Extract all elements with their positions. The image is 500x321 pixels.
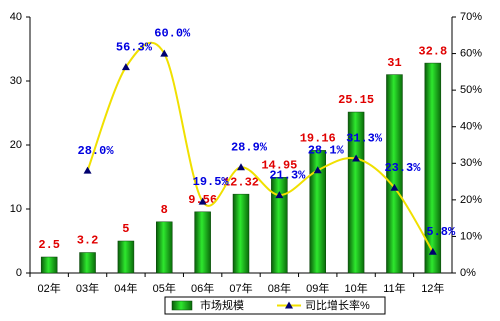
x-tick-label: 02年 [38, 281, 61, 295]
y-tick-label: 20 [10, 139, 22, 151]
line-value-label: 31.3% [346, 132, 383, 146]
bar-value-label: 12.32 [223, 175, 259, 189]
line-marker [83, 166, 92, 174]
y-tick-label: 30 [10, 75, 22, 87]
bar [424, 62, 442, 274]
bar [232, 193, 250, 274]
bar [271, 177, 288, 274]
line-marker [313, 166, 322, 174]
y2-tick-label: 50% [460, 84, 482, 96]
bar-value-label: 5 [122, 222, 129, 236]
x-tick-label: 06年 [191, 281, 214, 295]
bar-value-label: 31 [387, 56, 401, 70]
legend-label: 市场规模 [200, 298, 244, 312]
x-tick-label: 04年 [114, 281, 137, 295]
line-marker [198, 197, 207, 205]
bar [117, 240, 135, 274]
bar-value-label: 14.95 [261, 158, 297, 172]
bar-value-label: 8 [161, 203, 168, 217]
legend: 市场规模 司比增长率% [164, 296, 386, 315]
x-tick-label: 05年 [153, 281, 176, 295]
x-tick-label: 11年 [383, 281, 405, 295]
line-value-label: 5.8% [426, 225, 456, 239]
line-value-label: 28.0% [78, 144, 115, 158]
bar [40, 256, 58, 274]
bar [309, 150, 326, 274]
line-marker [428, 247, 437, 255]
y2-tick-label: 0% [460, 267, 476, 279]
y-tick-label: 0 [16, 267, 22, 279]
x-tick-label: 08年 [268, 281, 291, 295]
y-tick-label: 10 [10, 203, 22, 215]
bar [194, 211, 211, 274]
y2-tick-label: 10% [460, 230, 482, 242]
bar [156, 221, 173, 274]
y2-tick-label: 60% [460, 47, 482, 59]
line-marker [390, 183, 399, 191]
bar-value-label: 3.2 [77, 234, 99, 248]
line-value-label: 28.1% [308, 143, 345, 157]
line-value-label: 21.3% [269, 168, 306, 182]
x-tick-label: 10年 [344, 281, 367, 295]
y2-tick-label: 20% [460, 194, 482, 206]
bar-value-label: 2.5 [38, 238, 60, 252]
legend-label: 司比增长率% [305, 298, 370, 312]
y2-tick-label: 70% [460, 11, 482, 23]
y-tick-label: 40 [10, 11, 22, 23]
bar-value-label: 25.15 [338, 93, 374, 107]
bar-value-label: 19.16 [300, 132, 336, 146]
line-marker [352, 154, 361, 162]
legend-box [164, 296, 386, 315]
bar-value-label: 32.8 [418, 44, 447, 58]
x-tick-label: 07年 [229, 281, 252, 295]
legend-marker [285, 301, 293, 309]
bar [386, 74, 403, 274]
bar [347, 111, 365, 274]
y2-tick-label: 40% [460, 121, 482, 133]
legend-swatch [171, 300, 193, 311]
x-tick-label: 03年 [76, 281, 99, 295]
line-marker [160, 49, 169, 57]
line-value-label: 56.3% [116, 40, 153, 54]
line-value-label: 23.3% [384, 161, 421, 175]
line-value-label: 19.5% [193, 175, 230, 189]
line-value-label: 28.9% [231, 140, 268, 154]
line-value-label: 60.0% [154, 27, 191, 41]
x-tick-label: 12年 [421, 281, 444, 295]
line-marker [237, 163, 245, 171]
line-marker [275, 191, 284, 199]
x-tick-label: 09年 [306, 281, 329, 295]
y2-tick-label: 30% [460, 157, 482, 169]
bar [79, 252, 96, 274]
line-marker [121, 63, 130, 71]
